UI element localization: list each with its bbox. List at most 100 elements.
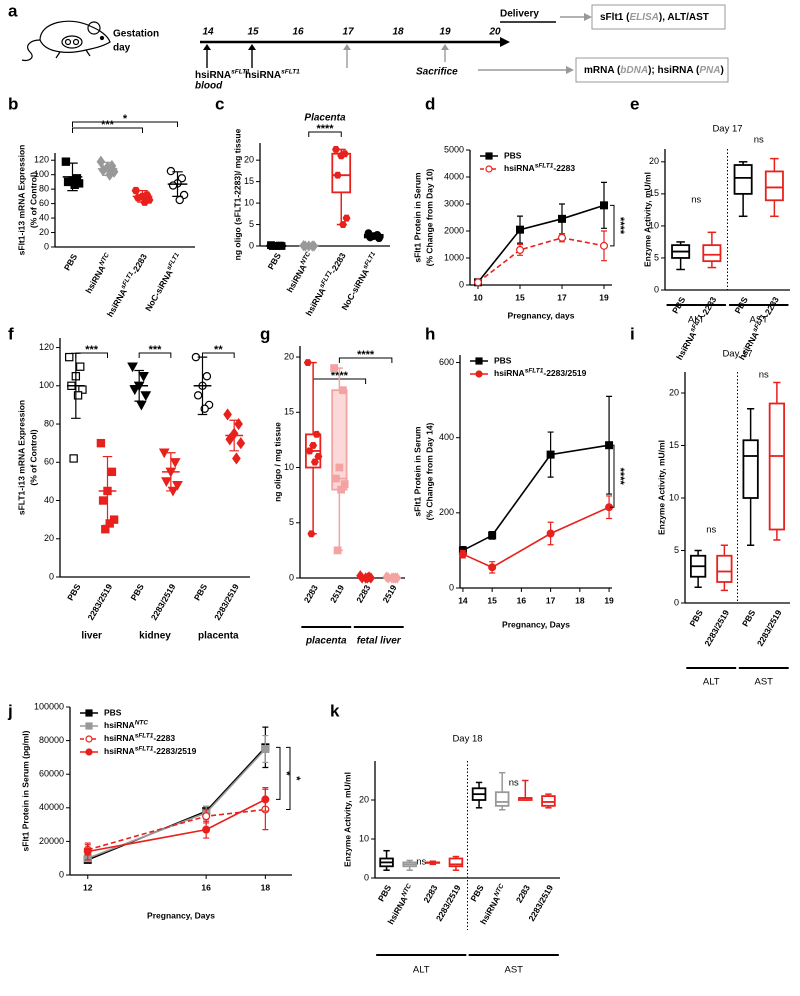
y-tick-label: 15 <box>244 176 254 186</box>
y-tick-label: 120 <box>34 155 49 165</box>
data-point <box>307 530 316 538</box>
legend-item: hsiRNANTC <box>80 719 148 730</box>
text-part: ) <box>721 65 724 76</box>
error-bar <box>67 162 78 192</box>
data-point <box>333 171 342 179</box>
panel-label: j <box>7 701 13 720</box>
series <box>458 395 614 555</box>
y-axis-label: (% Change from Day 10) <box>424 168 434 266</box>
box <box>266 241 287 250</box>
text-part: NTC <box>299 250 312 265</box>
y-axis-label: ng oligo (sFLT1-2283)/ mg tissue <box>232 128 242 260</box>
significance-bracket <box>202 352 235 358</box>
text-part: sFLT1 <box>281 68 300 75</box>
group-label: placenta <box>305 636 347 647</box>
y-tick-label: 40 <box>39 212 49 222</box>
data-point <box>234 417 243 431</box>
legend-item: hsiRNAsFLT1-2283/2519 <box>470 367 587 378</box>
injection-label: hsiRNAsFLT1 <box>195 68 250 80</box>
text-part: -2283 <box>553 163 575 173</box>
x-tick-label: 16 <box>201 882 211 892</box>
x-tick-label: PBS <box>192 582 210 602</box>
text-part: -2283/2519 <box>543 368 586 378</box>
box <box>402 859 417 871</box>
panel-label: d <box>425 94 435 113</box>
box <box>716 544 733 592</box>
data-point <box>309 442 318 449</box>
group-label: liver <box>81 631 102 642</box>
y-axis-label: sFlt1 Protein in Serum <box>412 172 422 263</box>
sacrifice-readout: mRNA (bDNA); hsiRNA (PNA) <box>584 65 724 76</box>
data-point <box>133 194 143 202</box>
box <box>690 549 707 588</box>
injection-label: hsiRNAsFLT1 <box>245 68 300 80</box>
y-axis-label: sFlt1 Protein in Serum (pg/ml) <box>20 730 30 851</box>
data-point <box>301 240 310 252</box>
data-point <box>366 233 375 242</box>
data-point <box>335 463 344 472</box>
data-point <box>202 825 211 834</box>
y-tick-label: 0 <box>59 869 64 879</box>
x-tick-label: 15 <box>515 292 525 302</box>
data-point <box>83 847 92 856</box>
error-bar <box>166 452 176 492</box>
group-label: AST <box>505 965 524 976</box>
error-bar <box>137 190 148 203</box>
y-axis-label: (% of Control) <box>28 172 38 228</box>
dot-group <box>191 352 214 416</box>
text-part: NoC-siRNA <box>143 268 175 313</box>
y-tick-label: 15 <box>669 440 679 450</box>
significance-label: ns <box>759 370 769 381</box>
data-point <box>488 531 497 540</box>
text-part: hsiRNA <box>494 368 525 378</box>
y-tick-label: 3000 <box>444 198 464 208</box>
text-part: NTC <box>135 719 149 726</box>
y-tick-label: 0 <box>44 241 49 251</box>
day-label: 16 <box>292 27 304 38</box>
data-point <box>515 245 524 254</box>
data-point <box>337 485 346 494</box>
panel-label: e <box>630 94 639 113</box>
data-point <box>73 391 83 400</box>
dot-group <box>158 448 183 497</box>
legend-label: PBS <box>104 707 122 717</box>
data-point <box>261 744 270 753</box>
text-part: sFLT1 <box>231 68 250 75</box>
y-tick-label: 0 <box>674 597 679 607</box>
data-point <box>599 241 608 250</box>
text-part: -2283 <box>328 251 348 275</box>
box <box>303 359 323 538</box>
series <box>83 788 270 856</box>
y-tick-label: 0 <box>289 572 294 582</box>
box-body <box>733 164 753 195</box>
y-axis-label: Enzyme Activity, mU/ml <box>642 172 652 267</box>
text-part: PNA <box>699 65 720 76</box>
data-point <box>129 385 141 396</box>
series <box>474 230 608 287</box>
dot-group <box>131 186 154 206</box>
y-axis-label: sFlt1 Protein in Serum <box>412 426 422 517</box>
data-point <box>557 214 566 223</box>
y-tick-label: 40 <box>44 495 54 505</box>
box <box>298 239 319 252</box>
data-point <box>202 372 212 381</box>
x-tick-label: 17 <box>557 292 567 302</box>
y-axis-label: Enzyme Activity, mU/ml <box>342 772 352 867</box>
dot-group <box>166 166 189 205</box>
y-tick-label: 20 <box>284 351 294 361</box>
error-bar <box>102 455 113 526</box>
y-tick-label: 60 <box>44 457 54 467</box>
significance-label: *** <box>85 344 99 356</box>
box-body <box>768 402 785 531</box>
y-tick-label: 5000 <box>444 144 464 154</box>
legend-item: hsiRNAsFLT1-2283 <box>480 162 575 173</box>
dot-group <box>223 408 246 465</box>
x-tick-label: 2283 <box>302 583 320 605</box>
text-part: bDNA <box>620 65 648 76</box>
y-tick-label: 60 <box>39 198 49 208</box>
gestation-label: day <box>113 43 131 54</box>
y-tick-label: 10 <box>649 220 659 230</box>
x-tick-label: 2519 <box>380 583 398 605</box>
data-point <box>85 735 93 743</box>
